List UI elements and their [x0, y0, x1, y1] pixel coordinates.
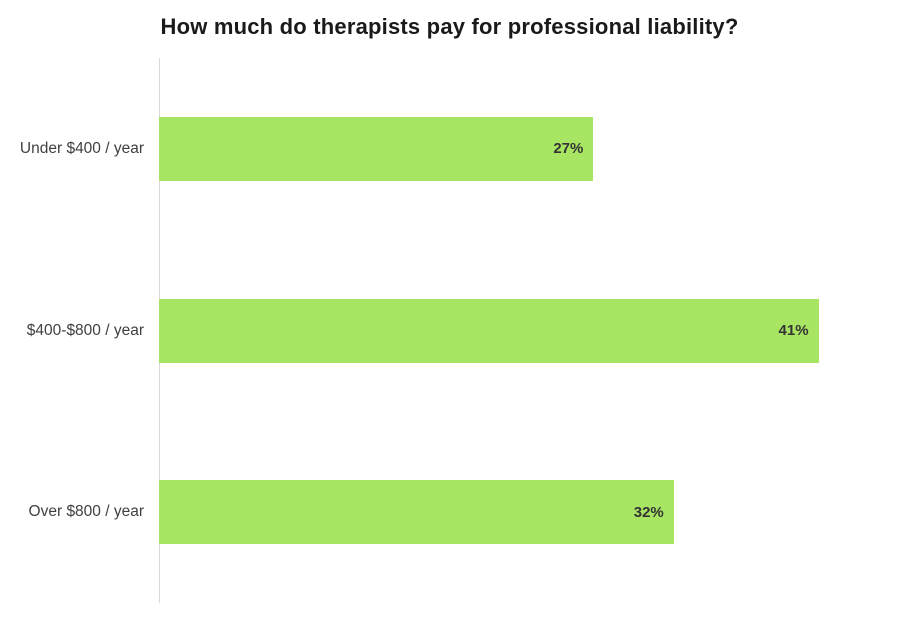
bar-track: 32% [159, 480, 899, 545]
bar: 27% [159, 116, 594, 181]
bar-row: $400-$800 / year 41% [0, 240, 899, 422]
bar-track: 41% [159, 298, 899, 363]
bar: 32% [159, 480, 674, 545]
plot-area: Under $400 / year 27% $400-$800 / year 41% O… [0, 58, 899, 603]
bar: 41% [159, 298, 819, 363]
bar-track: 27% [159, 116, 899, 181]
category-label: $400-$800 / year [26, 321, 144, 339]
bar-row: Over $800 / year 32% [0, 421, 899, 603]
category-label: Over $800 / year [28, 503, 144, 521]
value-label: 32% [633, 503, 664, 521]
category-label: Under $400 / year [19, 139, 144, 157]
bar-row: Under $400 / year 27% [0, 58, 899, 240]
chart-title: How much do therapists pay for professio… [160, 14, 739, 39]
bar-rows: Under $400 / year 27% $400-$800 / year 41% O… [0, 58, 899, 603]
value-label: 41% [778, 322, 809, 339]
value-label: 27% [553, 140, 584, 158]
